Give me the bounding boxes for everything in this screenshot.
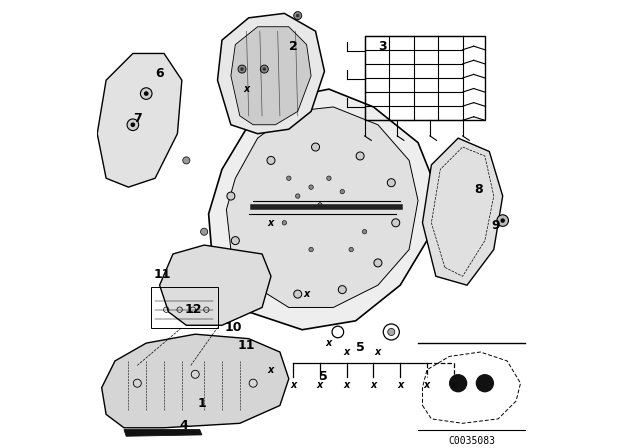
Circle shape — [127, 119, 139, 130]
Text: 11: 11 — [153, 267, 171, 280]
Text: x: x — [424, 379, 430, 390]
Text: 10: 10 — [225, 321, 242, 334]
Polygon shape — [102, 334, 289, 428]
Circle shape — [450, 375, 467, 392]
Polygon shape — [231, 27, 311, 125]
Circle shape — [309, 247, 314, 252]
Text: 7: 7 — [133, 112, 141, 125]
Text: x: x — [290, 379, 296, 390]
Circle shape — [388, 328, 395, 336]
Circle shape — [260, 65, 268, 73]
Polygon shape — [124, 430, 202, 436]
Polygon shape — [218, 13, 324, 134]
Text: x: x — [268, 365, 274, 375]
Text: C0035083: C0035083 — [448, 436, 495, 446]
Circle shape — [312, 143, 319, 151]
Circle shape — [294, 12, 301, 20]
Circle shape — [497, 215, 509, 226]
Circle shape — [392, 219, 400, 227]
Text: x: x — [268, 218, 274, 228]
Text: x: x — [344, 347, 350, 357]
Polygon shape — [97, 53, 182, 187]
Circle shape — [240, 67, 244, 71]
Circle shape — [144, 91, 148, 96]
Circle shape — [131, 122, 135, 127]
Text: x: x — [243, 84, 250, 94]
Text: 3: 3 — [378, 40, 387, 53]
Circle shape — [238, 65, 246, 73]
Circle shape — [200, 228, 208, 235]
Circle shape — [374, 259, 382, 267]
Circle shape — [339, 286, 346, 293]
Circle shape — [296, 194, 300, 198]
Text: 4: 4 — [180, 419, 188, 432]
Text: x: x — [317, 379, 323, 390]
Circle shape — [282, 220, 287, 225]
Text: x: x — [326, 338, 332, 348]
Text: 8: 8 — [474, 183, 483, 196]
Circle shape — [309, 185, 314, 190]
Circle shape — [318, 203, 322, 207]
Circle shape — [287, 176, 291, 181]
Circle shape — [227, 192, 235, 200]
Circle shape — [476, 375, 493, 392]
Text: x: x — [375, 347, 381, 357]
Circle shape — [262, 67, 266, 71]
Polygon shape — [422, 138, 502, 285]
Text: x: x — [451, 379, 457, 390]
Circle shape — [362, 229, 367, 234]
Circle shape — [387, 179, 396, 187]
Polygon shape — [159, 245, 271, 325]
Circle shape — [500, 218, 505, 223]
Circle shape — [356, 152, 364, 160]
Text: x: x — [303, 289, 310, 299]
Text: 12: 12 — [184, 303, 202, 316]
Text: 6: 6 — [156, 67, 164, 80]
Text: 11: 11 — [237, 339, 255, 352]
Circle shape — [140, 88, 152, 99]
Circle shape — [340, 190, 344, 194]
Circle shape — [183, 157, 190, 164]
Text: 2: 2 — [289, 40, 298, 53]
Text: x: x — [397, 379, 403, 390]
Text: 1: 1 — [198, 397, 206, 410]
Circle shape — [294, 290, 301, 298]
Text: x: x — [371, 379, 376, 390]
Circle shape — [267, 156, 275, 164]
Text: 5: 5 — [356, 341, 364, 354]
Circle shape — [296, 14, 300, 17]
Circle shape — [253, 272, 262, 280]
Text: 9: 9 — [492, 219, 500, 232]
Polygon shape — [227, 107, 418, 307]
Circle shape — [326, 176, 331, 181]
Circle shape — [231, 237, 239, 245]
Polygon shape — [209, 89, 436, 330]
Text: x: x — [344, 379, 350, 390]
Text: 5: 5 — [319, 370, 328, 383]
Circle shape — [349, 247, 353, 252]
